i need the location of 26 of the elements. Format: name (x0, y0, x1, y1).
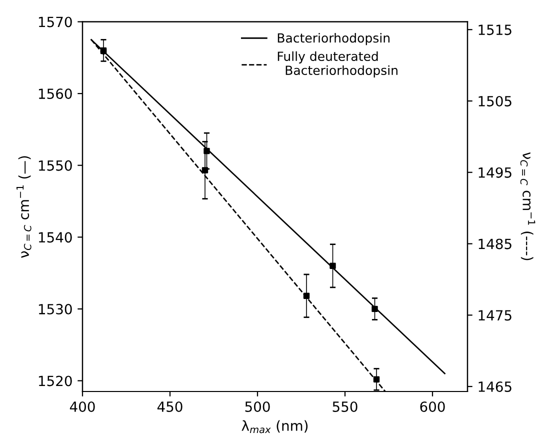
point (330, 262, 336, 269)
x-tick-label: 500 (245, 401, 270, 412)
y2-tick-label: 1495 (478, 167, 512, 178)
y-tick-label: 1540 (38, 232, 72, 243)
y-tick-label: 1550 (38, 160, 72, 171)
point (303, 292, 310, 299)
x-axis-title: λ$_{max}$ (nm) (242, 420, 308, 434)
legend-label: Bacteriorhodopsin (278, 33, 390, 46)
legend-label: Fully deuterated Bacteriorhodopsin (278, 51, 398, 78)
x-tick-label: 450 (157, 401, 182, 412)
x-tick-label: 600 (420, 401, 445, 412)
y2-tick-label: 1515 (478, 24, 512, 36)
x-tick-label: 400 (70, 401, 95, 412)
y-axis-title: ν$_{C=C}$ cm$^{−1}$ (—) (16, 156, 32, 258)
point (372, 306, 378, 312)
y-tick-label: 1560 (38, 88, 72, 100)
y-tick-label: 1570 (38, 16, 72, 28)
x-tick-label: 550 (332, 401, 358, 412)
y2-tick-label: 1505 (478, 96, 512, 106)
y-tick-label: 1530 (38, 304, 72, 314)
y2-tick-label: 1485 (478, 238, 512, 250)
y2-axis-title: ν$_{C=C}$ cm$^{−1}$ (----) (520, 152, 536, 260)
y-tick-label: 1520 (38, 376, 72, 386)
point (373, 376, 380, 382)
y2-tick-label: 1465 (478, 381, 512, 392)
y2-tick-label: 1475 (478, 310, 512, 321)
